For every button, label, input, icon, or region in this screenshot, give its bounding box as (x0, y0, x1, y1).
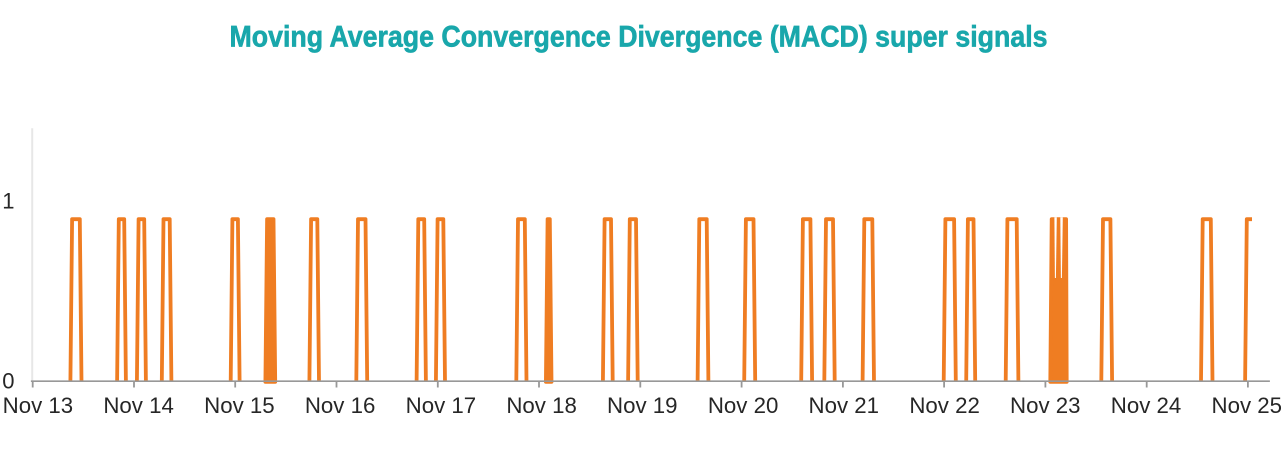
svg-text:Nov 19: Nov 19 (607, 393, 678, 418)
svg-text:1: 1 (2, 189, 14, 214)
svg-text:Nov 25: Nov 25 (1212, 393, 1281, 418)
svg-text:Nov 23: Nov 23 (1010, 393, 1081, 418)
svg-text:Nov 24: Nov 24 (1111, 393, 1182, 418)
svg-text:Nov 22: Nov 22 (909, 393, 980, 418)
svg-text:Nov 21: Nov 21 (809, 393, 880, 418)
svg-text:Moving Average Convergence Div: Moving Average Convergence Divergence (M… (230, 21, 1048, 54)
svg-text:0: 0 (2, 369, 14, 394)
svg-text:Nov 18: Nov 18 (506, 393, 577, 418)
svg-text:Nov 16: Nov 16 (305, 393, 376, 418)
svg-text:Nov 20: Nov 20 (708, 393, 779, 418)
svg-text:Nov 17: Nov 17 (406, 393, 477, 418)
svg-text:Nov 15: Nov 15 (204, 393, 275, 418)
svg-text:Nov 14: Nov 14 (103, 393, 174, 418)
svg-text:Nov 13: Nov 13 (3, 393, 74, 418)
